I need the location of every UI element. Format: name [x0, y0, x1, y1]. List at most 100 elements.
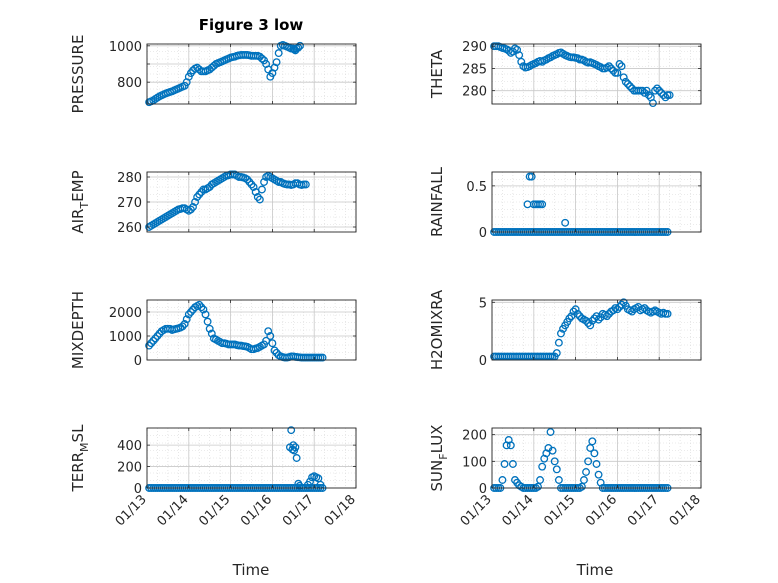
- data-point: [515, 51, 524, 60]
- subplot-7: 0 200 400 01/13 01/14 01/15 01/16 01/17 01/18 TER…: [69, 424, 359, 529]
- y-axis-label: AIRTEMP: [69, 170, 91, 233]
- data-point: [186, 308, 195, 316]
- data-point: [301, 180, 310, 189]
- y-tick-label: 0: [479, 354, 487, 369]
- data-point: [517, 57, 526, 66]
- data-point: [508, 460, 517, 468]
- data-point: [613, 68, 622, 77]
- data-point: [571, 305, 580, 314]
- data-point: [272, 58, 281, 67]
- data-point: [580, 476, 588, 484]
- data-point: [550, 457, 559, 466]
- subplot-1: 800 1000 PRESSURE: [69, 35, 357, 113]
- x-tick-label: 01/15: [541, 492, 578, 529]
- data-point: [266, 332, 275, 340]
- data-point: [291, 443, 300, 452]
- data-point: [287, 426, 296, 435]
- y-tick-label: 2000: [109, 306, 142, 321]
- data-point: [527, 172, 536, 181]
- data-point: [536, 476, 545, 484]
- data-point: [249, 183, 258, 191]
- y-tick-label: 200: [117, 461, 142, 476]
- data-point: [621, 77, 630, 86]
- data-point: [199, 305, 208, 314]
- subplot-8: 0 100 200 01/13 01/14 01/15 01/16 01/17 01/18 SUN…: [428, 425, 704, 530]
- x-tick-label: 01/16: [238, 492, 275, 529]
- data-point: [625, 82, 634, 91]
- y-axis-label: SUNFLUX: [428, 425, 450, 492]
- x-tick-label: 01/14: [155, 492, 192, 529]
- y-tick-label: 290: [462, 40, 487, 55]
- data-point: [207, 329, 216, 338]
- y-tick-label: 270: [117, 196, 142, 211]
- data-point: [498, 476, 507, 484]
- data-point: [201, 310, 210, 319]
- data-point: [289, 44, 298, 53]
- data-point: [552, 465, 561, 474]
- y-axis-label: MIXDEPTH: [69, 291, 87, 369]
- data-point: [586, 321, 595, 330]
- y-tick-label: 285: [462, 62, 487, 77]
- axes-box: [491, 171, 702, 233]
- y-tick-label: 0.5: [466, 180, 487, 195]
- data-point: [607, 64, 616, 73]
- y-axis-label: THETA: [428, 49, 446, 99]
- data-point: [274, 49, 283, 58]
- y-tick-label: 0: [134, 482, 142, 497]
- data-point: [592, 460, 601, 468]
- data-point: [153, 332, 162, 340]
- axes-box: [146, 427, 357, 489]
- data-point: [506, 441, 515, 450]
- subplot-3: 260 270 280 AIRTEMP: [69, 170, 357, 236]
- y-tick-label: 280: [117, 171, 142, 186]
- y-tick-label: 1000: [109, 40, 142, 55]
- data-point: [617, 62, 626, 71]
- data-point: [292, 454, 301, 462]
- x-axis-label-right: Time: [576, 561, 614, 579]
- axes-box: [146, 43, 357, 105]
- data-point: [557, 329, 565, 338]
- data-point: [534, 482, 542, 491]
- y-axis-label: H2OMIXRA: [428, 289, 446, 370]
- data-point: [195, 300, 204, 309]
- y-tick-label: 280: [462, 85, 487, 100]
- data-point: [648, 99, 657, 108]
- data-point: [609, 66, 618, 75]
- data-point: [151, 334, 160, 343]
- y-tick-label: 260: [117, 221, 142, 236]
- figure-title: Figure 3 low: [199, 16, 304, 34]
- data-point: [584, 319, 593, 328]
- data-point: [638, 86, 647, 95]
- y-tick-label: 800: [117, 76, 142, 91]
- data-point: [264, 327, 273, 336]
- data-point: [191, 198, 200, 206]
- x-tick-label: 01/17: [625, 492, 662, 529]
- data-point: [613, 305, 622, 314]
- y-tick-label: 0: [479, 482, 487, 497]
- data-point: [640, 88, 649, 97]
- subplot-4: 0 0.5 RAINFALL: [428, 166, 702, 241]
- data-point: [577, 482, 586, 491]
- data-point: [296, 41, 304, 50]
- data-point: [588, 437, 597, 446]
- data-point: [203, 317, 212, 326]
- data-point: [554, 338, 563, 347]
- subplot-6: 0 5 H2OMIXRA: [428, 289, 702, 370]
- data-point: [615, 60, 624, 68]
- data-point: [569, 307, 578, 316]
- data-point: [184, 310, 193, 319]
- data-point: [289, 441, 298, 450]
- data-point: [270, 346, 279, 355]
- data-point: [538, 462, 547, 471]
- data-point: [548, 446, 557, 455]
- data-point: [594, 470, 603, 479]
- data-point: [594, 315, 603, 324]
- data-point: [197, 303, 206, 312]
- x-tick-label: 01/18: [667, 492, 704, 529]
- x-tick-label: 01/17: [280, 492, 317, 529]
- subplot-5: 0 1000 2000 MIXDEPTH: [69, 291, 357, 369]
- data-point: [623, 80, 632, 88]
- data-point: [644, 91, 653, 100]
- data-point: [180, 320, 189, 328]
